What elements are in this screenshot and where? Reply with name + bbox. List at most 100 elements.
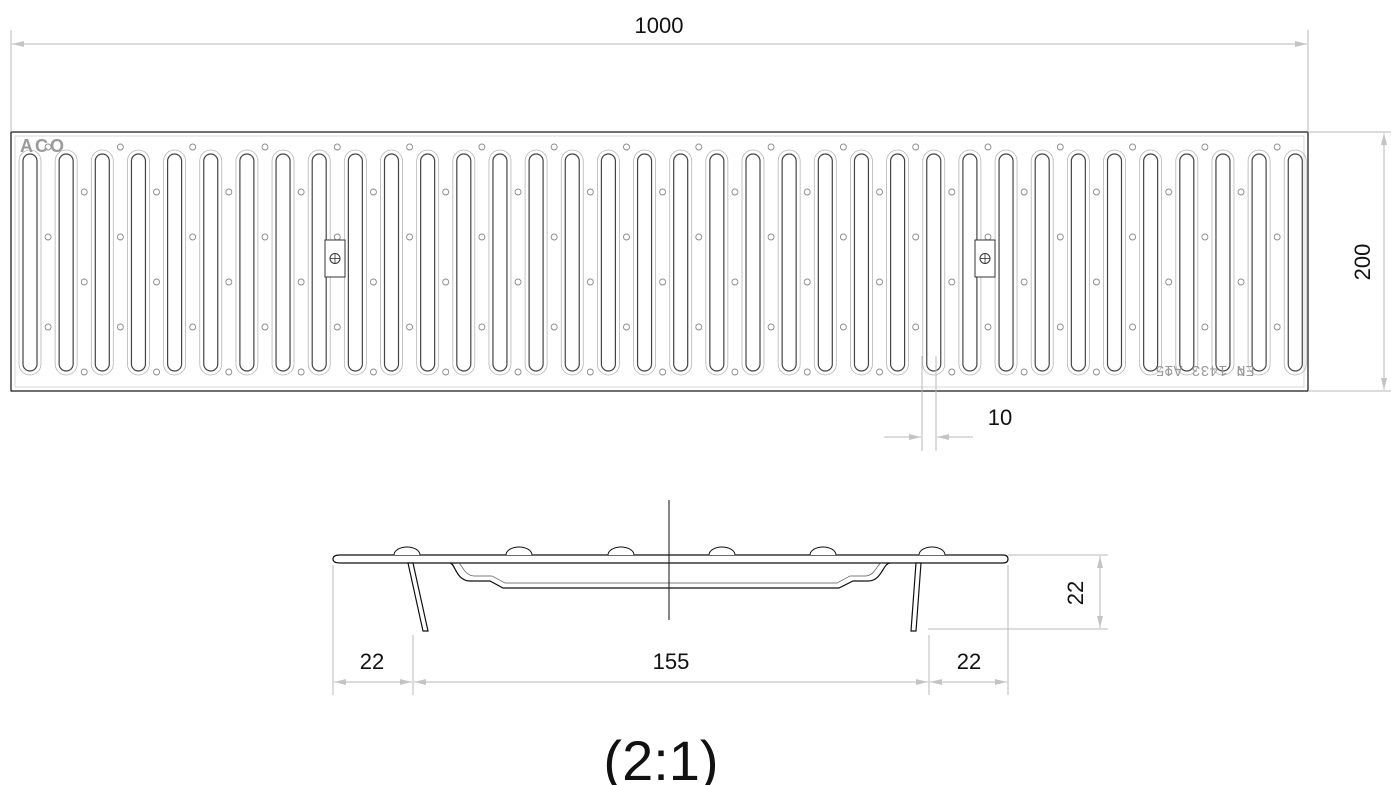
hole xyxy=(731,278,739,286)
hole xyxy=(1201,323,1209,331)
slot xyxy=(380,149,403,376)
hole xyxy=(550,233,558,241)
slot xyxy=(922,149,946,376)
slot xyxy=(850,149,873,376)
hole xyxy=(803,368,811,376)
mounting-clip-right xyxy=(974,239,996,278)
hole xyxy=(478,323,486,331)
hole xyxy=(803,188,811,196)
slot xyxy=(488,149,512,376)
slot xyxy=(813,149,837,376)
dimension-length: 1000 xyxy=(10,13,1309,132)
slot xyxy=(1175,149,1199,376)
slot xyxy=(886,149,909,376)
hole xyxy=(44,143,52,151)
hole xyxy=(1092,188,1100,196)
dimension-width: 200 xyxy=(1308,131,1391,392)
grating-top-view: ACO EN 1433 A15 xyxy=(10,131,1309,392)
hole xyxy=(1273,323,1281,331)
hole xyxy=(333,323,341,331)
hole xyxy=(912,323,920,331)
hole xyxy=(80,368,88,376)
dimension-right-leg-label: 22 xyxy=(957,649,981,674)
hole xyxy=(803,278,811,286)
slot xyxy=(958,149,982,376)
hole xyxy=(767,233,775,241)
hole xyxy=(839,233,847,241)
slot xyxy=(633,149,656,376)
standard-marking: EN 1433 A15 xyxy=(1155,361,1254,378)
bump xyxy=(809,546,837,556)
hole xyxy=(297,368,305,376)
hole xyxy=(1056,143,1064,151)
hole xyxy=(948,188,956,196)
dimension-slot-width: 10 xyxy=(884,356,1012,451)
hole xyxy=(839,323,847,331)
hole xyxy=(261,233,269,241)
slot xyxy=(1139,149,1163,376)
slot xyxy=(524,149,548,376)
hole xyxy=(1020,368,1028,376)
hole xyxy=(478,233,486,241)
hole xyxy=(659,188,667,196)
hole xyxy=(44,323,52,331)
hole xyxy=(586,278,594,286)
hole xyxy=(586,368,594,376)
slot xyxy=(416,149,440,376)
hole xyxy=(333,143,341,151)
hole xyxy=(225,188,233,196)
hole xyxy=(623,143,630,151)
section-left-leg xyxy=(407,562,429,632)
slot xyxy=(669,149,693,376)
slot xyxy=(1283,149,1307,376)
scale-label: (2:1) xyxy=(603,729,718,785)
hole xyxy=(514,368,522,376)
hole xyxy=(550,323,558,331)
slot xyxy=(1030,149,1054,376)
hole xyxy=(1201,143,1209,151)
hole xyxy=(1020,278,1028,286)
hole xyxy=(116,233,124,241)
hole xyxy=(514,188,522,196)
hole xyxy=(1056,233,1064,241)
grating-outline xyxy=(10,131,1309,392)
hole xyxy=(767,143,775,151)
hole xyxy=(1237,188,1245,196)
hole xyxy=(80,188,88,196)
bump xyxy=(918,546,946,556)
bump xyxy=(505,546,533,556)
hole xyxy=(1129,323,1137,331)
hole xyxy=(876,368,883,376)
section-right-leg xyxy=(910,562,922,632)
hole xyxy=(442,368,450,376)
hole xyxy=(44,233,52,241)
dimension-width-label: 200 xyxy=(1350,244,1375,281)
dimension-profile-height: 22 xyxy=(928,554,1108,630)
hole xyxy=(478,143,486,151)
hole xyxy=(297,278,305,286)
bump xyxy=(607,546,635,556)
hole xyxy=(623,233,630,241)
section-bumps xyxy=(393,546,946,556)
hole xyxy=(1165,278,1173,286)
section-trough xyxy=(449,562,891,589)
hole xyxy=(839,143,847,151)
hole xyxy=(261,323,269,331)
slot xyxy=(741,149,765,376)
hole xyxy=(1237,278,1245,286)
brand-logo: ACO xyxy=(20,136,66,156)
slot xyxy=(163,149,187,376)
hole xyxy=(442,188,450,196)
hole xyxy=(586,188,594,196)
slot xyxy=(1247,149,1271,376)
hole xyxy=(1273,143,1281,151)
hole xyxy=(514,278,522,286)
slot xyxy=(90,149,114,376)
hole xyxy=(1165,188,1173,196)
hole xyxy=(623,323,630,331)
perforation-holes xyxy=(44,143,1281,376)
hole xyxy=(442,278,450,286)
hole xyxy=(406,323,414,331)
drainage-slots xyxy=(18,149,1307,376)
slot xyxy=(1066,149,1090,376)
